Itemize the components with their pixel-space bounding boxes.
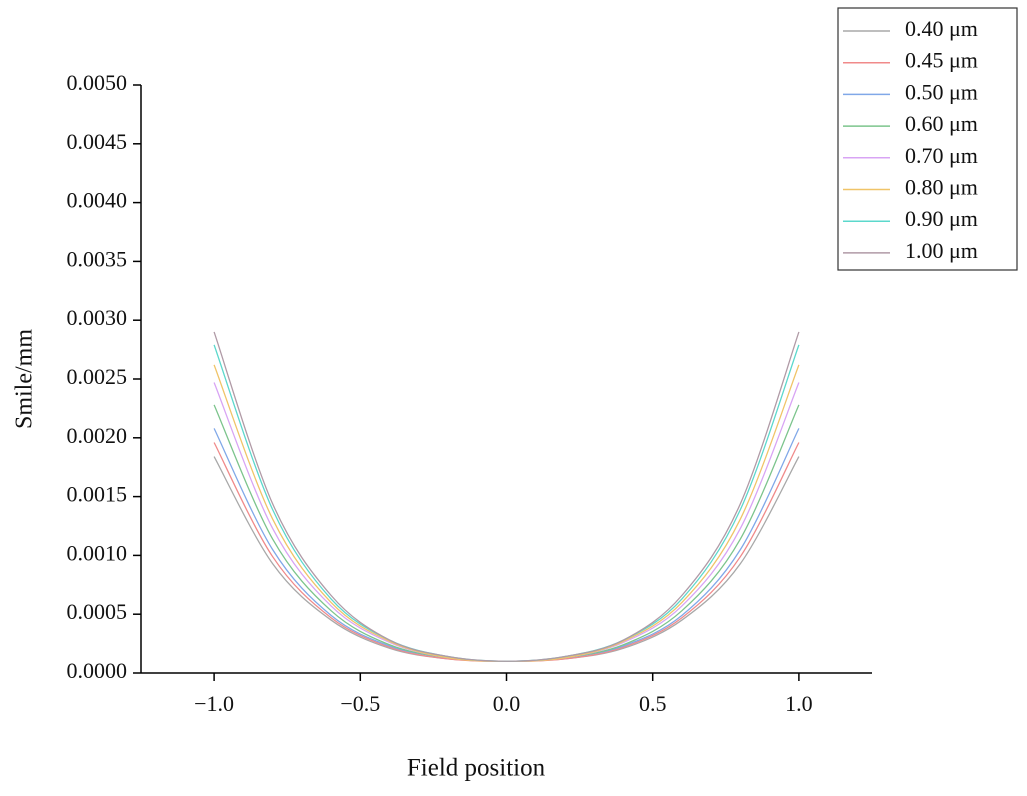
- legend-label: 0.40 μm: [905, 16, 978, 41]
- legend-box: [837, 7, 1018, 271]
- series-line: [213, 344, 800, 662]
- y-tick-label: 0.0000: [67, 658, 128, 683]
- y-tick-label: 0.0050: [67, 70, 128, 95]
- series-line: [213, 442, 800, 662]
- x-tick-label: −0.5: [340, 691, 380, 716]
- series-line: [213, 404, 800, 662]
- y-tick-label: 0.0010: [67, 540, 128, 565]
- series-line: [213, 382, 800, 662]
- y-tick-label: 0.0005: [67, 599, 128, 624]
- legend-label: 0.60 μm: [905, 111, 978, 136]
- y-tick-label: 0.0015: [67, 482, 128, 507]
- series-line: [213, 364, 800, 662]
- y-tick-label: 0.0040: [67, 188, 128, 213]
- x-tick-label: 0.0: [493, 691, 521, 716]
- y-tick-label: 0.0030: [67, 305, 128, 330]
- y-axis-title: Smile/mm: [12, 329, 38, 429]
- legend-label: 0.90 μm: [905, 206, 978, 231]
- y-tick-label: 0.0045: [67, 129, 128, 154]
- series-line: [213, 456, 800, 662]
- legend-label: 0.45 μm: [905, 48, 978, 73]
- legend-label: 0.50 μm: [905, 79, 978, 104]
- legend-label: 0.70 μm: [905, 143, 978, 168]
- legend-label: 0.80 μm: [905, 175, 978, 200]
- y-tick-label: 0.0035: [67, 246, 128, 271]
- x-tick-label: 1.0: [785, 691, 813, 716]
- series-line: [213, 428, 800, 662]
- x-tick-label: −1.0: [194, 691, 234, 716]
- y-tick-label: 0.0020: [67, 423, 128, 448]
- x-tick-label: 0.5: [639, 691, 667, 716]
- x-axis-title: Field position: [407, 755, 546, 782]
- y-tick-label: 0.0025: [67, 364, 128, 389]
- series-line: [213, 331, 800, 662]
- legend-label: 1.00 μm: [905, 238, 978, 263]
